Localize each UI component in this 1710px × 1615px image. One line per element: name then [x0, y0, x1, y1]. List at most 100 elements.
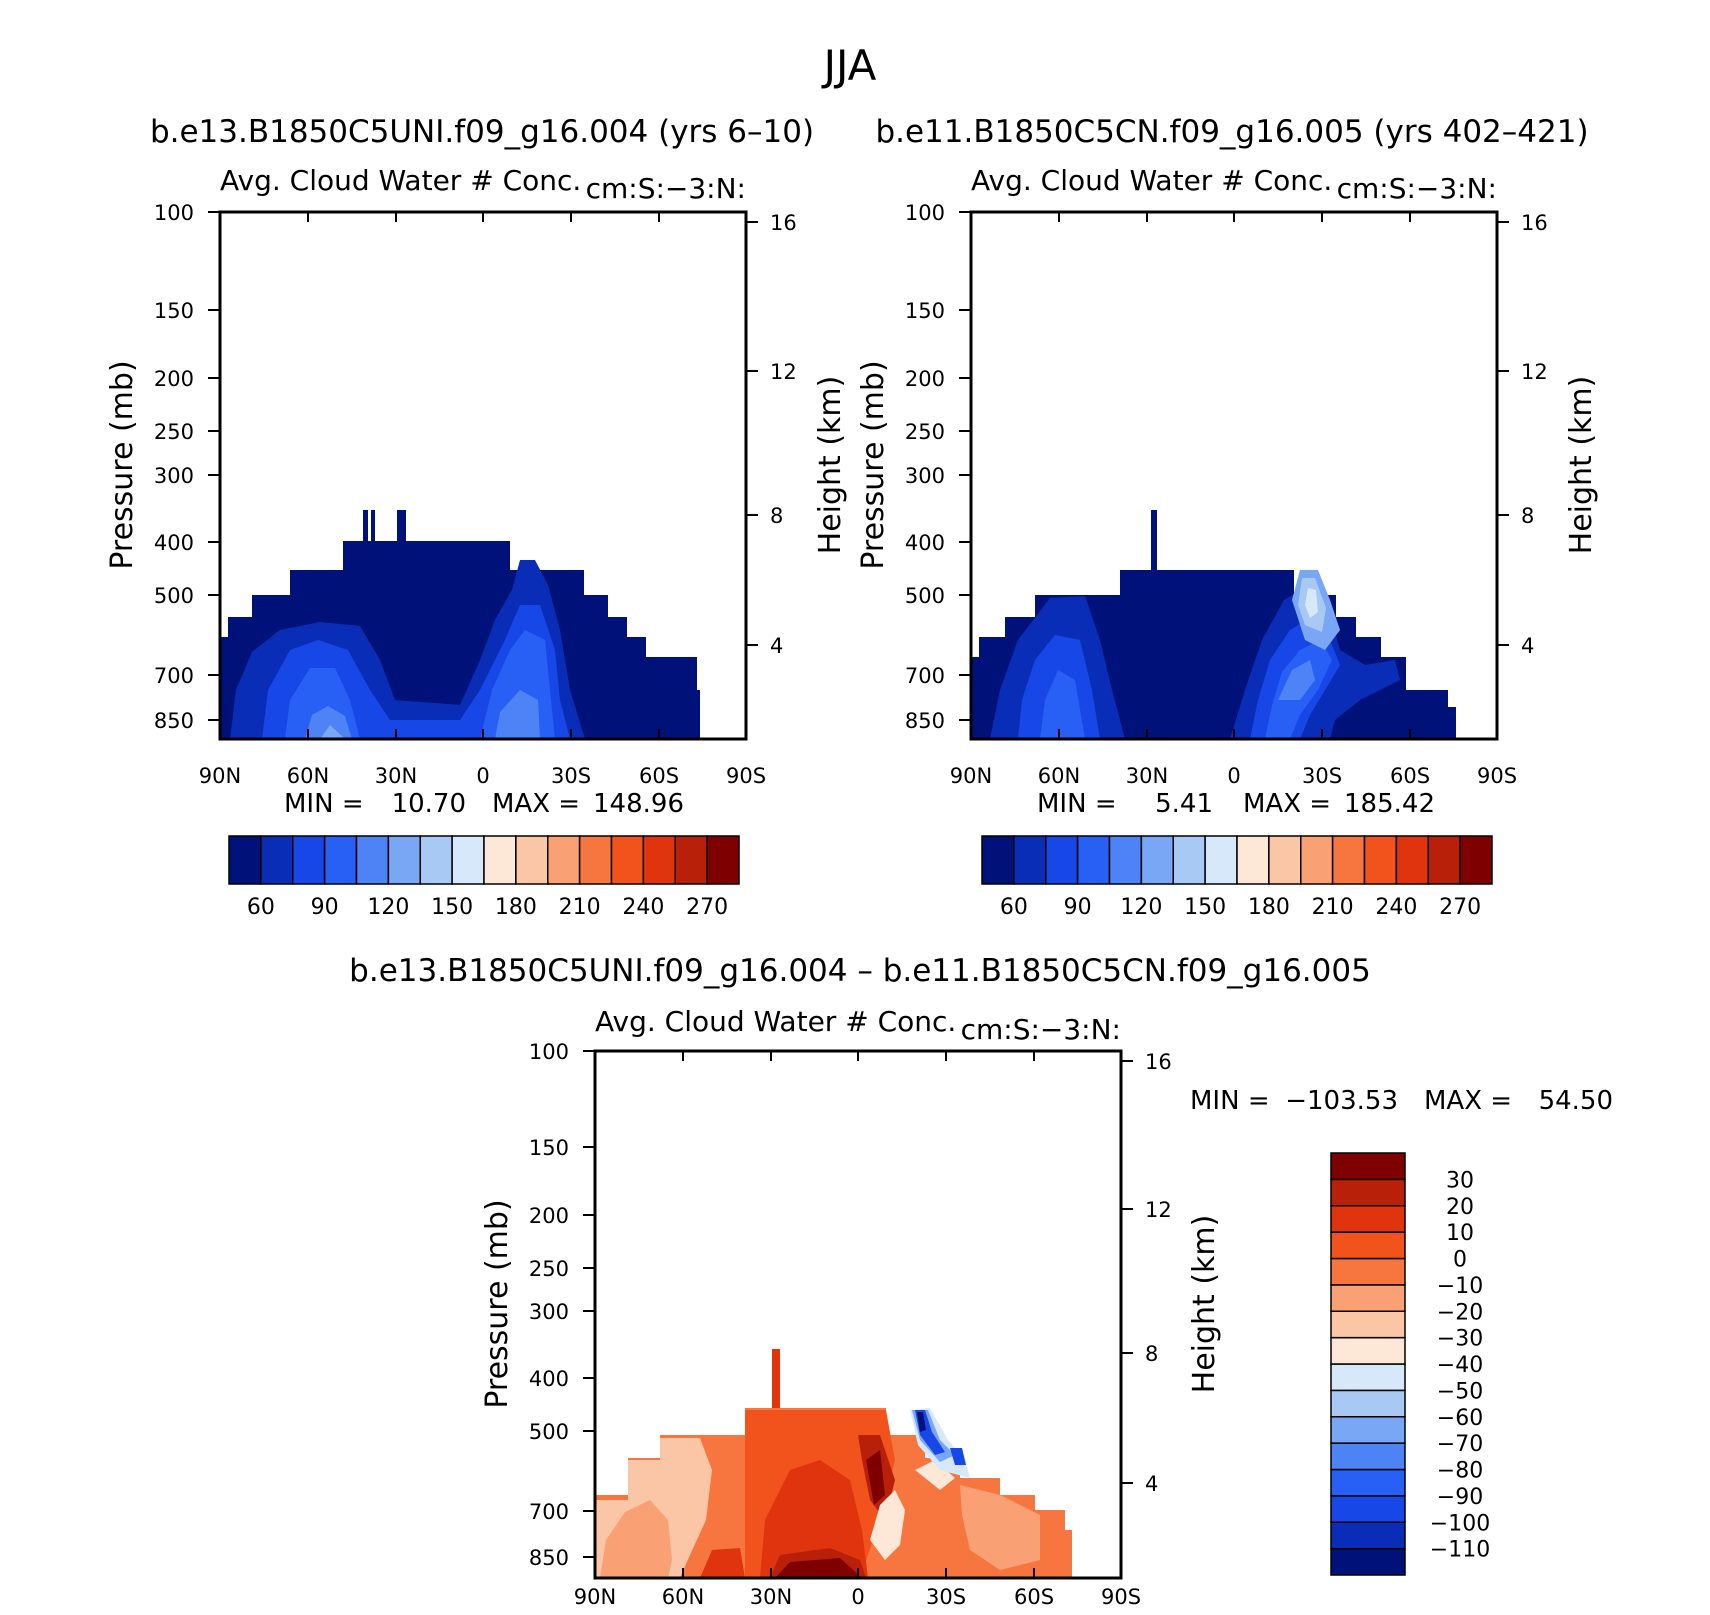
colorbar-swatch	[260, 835, 294, 885]
colorbar-swatch	[1300, 835, 1334, 885]
max-label: MAX =	[492, 789, 580, 819]
colorbar-swatch	[674, 835, 708, 885]
colorbar-swatch	[1236, 835, 1270, 885]
y-right-tick-label: 12	[770, 360, 797, 384]
min-value: 10.70	[392, 789, 466, 819]
colorbar-swatch	[1330, 1363, 1406, 1392]
colorbar-label: −10	[1437, 1274, 1483, 1299]
y-tick-label: 200	[905, 367, 945, 391]
y-tick-label: 100	[529, 1040, 569, 1064]
colorbar-label: 60	[247, 895, 275, 920]
x-tick-label: 90S	[726, 764, 766, 788]
colorbar-swatch	[292, 835, 326, 885]
variable-label: Avg. Cloud Water # Conc.	[220, 164, 581, 197]
y-tick-label: 500	[529, 1420, 569, 1444]
colorbar-label: 90	[311, 895, 339, 920]
contour-field	[220, 510, 700, 739]
y-tick-label: 400	[154, 531, 194, 555]
y-tick-label: 150	[529, 1136, 569, 1160]
colorbar-swatch	[228, 835, 262, 885]
colorbar-swatch	[1459, 835, 1493, 885]
colorbar-label: −40	[1437, 1353, 1483, 1378]
y-tick-label: 300	[529, 1300, 569, 1324]
colorbar-swatch	[451, 835, 485, 885]
panel-model-a: b.e13.B1850C5UNI.f09_g16.004 (yrs 6–10) …	[105, 114, 848, 920]
y-tick-label: 700	[154, 664, 194, 688]
colorbar-label: 180	[495, 895, 537, 920]
colorbar: 60 90 120 150 180 210 240 270	[228, 835, 740, 920]
y-axis-label: Pressure (mb)	[856, 360, 891, 569]
x-tick-label: 90N	[950, 764, 992, 788]
x-tick-label: 60N	[1038, 764, 1080, 788]
colorbar-label: 60	[1000, 895, 1028, 920]
contour-region-lvl-max	[775, 1450, 885, 1578]
colorbar-swatch	[981, 835, 1015, 885]
colorbar-label: −30	[1437, 1327, 1483, 1352]
colorbar-label: 150	[1184, 895, 1226, 920]
colorbar-swatch	[1330, 1178, 1406, 1207]
colorbar-swatch	[515, 835, 549, 885]
min-label: MIN =	[284, 789, 364, 819]
colorbar-swatch	[1045, 835, 1079, 885]
colorbar-label: 270	[1439, 895, 1481, 920]
x-tick-label: 90S	[1477, 764, 1517, 788]
y-tick-label: 400	[529, 1367, 569, 1391]
y-right-tick-label: 16	[770, 211, 797, 235]
max-label: MAX =	[1243, 789, 1331, 819]
colorbar-label: 30	[1446, 1168, 1474, 1193]
colorbar-swatch	[1330, 1547, 1406, 1576]
y-tick-label: 250	[529, 1257, 569, 1281]
y-axis-label-right: Height (km)	[1187, 1215, 1222, 1394]
x-tick-label: 30N	[375, 764, 417, 788]
y-tick-label: 100	[154, 201, 194, 225]
x-tick-label: 30N	[1126, 764, 1168, 788]
contour-region-lvl6	[320, 725, 345, 739]
x-tick-label: 0	[1227, 764, 1240, 788]
colorbar-label: −60	[1437, 1406, 1483, 1431]
units-label: cm:S:−3:N:	[586, 172, 746, 205]
y-right-tick-label: 4	[1145, 1472, 1158, 1496]
colorbar-swatch	[1331, 835, 1366, 885]
y-right-tick-label: 8	[770, 504, 783, 528]
colorbar-swatch	[1330, 1231, 1406, 1260]
colorbar-swatch	[1013, 835, 1047, 885]
max-value: 148.96	[593, 789, 684, 819]
y-right-tick-label: 16	[1521, 211, 1548, 235]
x-tick-label: 90N	[199, 764, 241, 788]
units-label: cm:S:−3:N:	[1337, 172, 1497, 205]
tick-marks	[208, 211, 758, 739]
panel-model-b: b.e11.B1850C5CN.f09_g16.005 (yrs 402–421…	[856, 114, 1599, 920]
colorbar-label: 240	[1375, 895, 1417, 920]
colorbar-swatch	[1330, 1468, 1406, 1497]
colorbar-swatch	[642, 835, 676, 885]
colorbar-label: −110	[1430, 1538, 1490, 1563]
contour-region-neg4	[917, 1412, 926, 1432]
colorbar-label: −70	[1437, 1432, 1483, 1457]
y-tick-label: 150	[905, 299, 945, 323]
colorbar-swatch	[1330, 1284, 1406, 1312]
colorbar-swatch	[706, 835, 740, 885]
max-value: 54.50	[1539, 1086, 1613, 1116]
y-right-tick-label: 8	[1521, 504, 1534, 528]
x-tick-label: 90S	[1101, 1585, 1141, 1609]
tick-marks	[959, 211, 1509, 739]
colorbar-label: −90	[1437, 1485, 1483, 1510]
x-tick-label: 60S	[1390, 764, 1430, 788]
y-right-tick-label: 4	[770, 634, 783, 658]
colorbar-swatch	[1330, 1152, 1406, 1181]
case-title: b.e13.B1850C5UNI.f09_g16.004 – b.e11.B18…	[349, 953, 1371, 989]
colorbar-swatch	[1330, 1310, 1406, 1339]
y-axis-label-right: Height (km)	[1564, 376, 1599, 555]
max-value: 185.42	[1344, 789, 1435, 819]
colorbar-label: 120	[367, 895, 409, 920]
contour-region-lvl3	[1018, 615, 1340, 739]
colorbar-swatch	[1204, 835, 1238, 885]
y-tick-label: 300	[905, 464, 945, 488]
x-tick-label: 60N	[287, 764, 329, 788]
colorbar-label: 270	[686, 895, 728, 920]
colorbar-label: 90	[1064, 895, 1092, 920]
y-tick-label: 200	[529, 1204, 569, 1228]
contour-spike	[371, 510, 375, 541]
colorbar-swatch	[483, 835, 517, 885]
